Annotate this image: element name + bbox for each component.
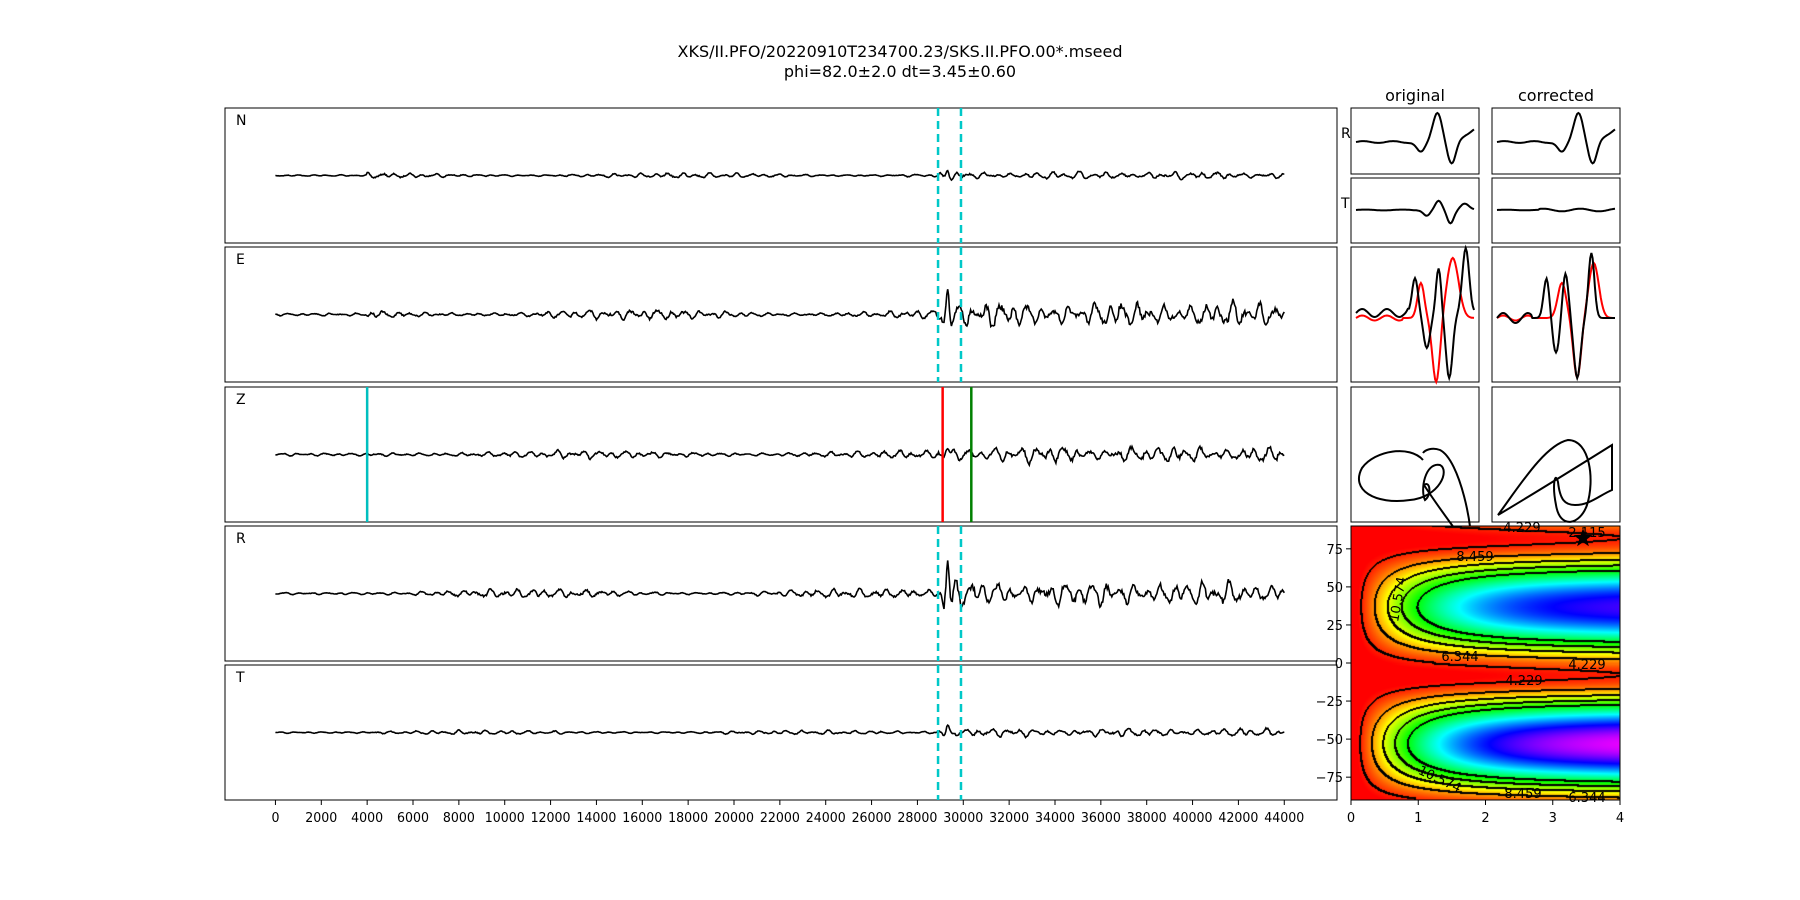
heatmap-x-tick-label: 1 (1414, 811, 1422, 826)
original-transverse-window (1355, 244, 1475, 382)
x-tick-label: 14000 (576, 811, 616, 826)
corrected-radial-window (1496, 261, 1615, 381)
heatmap-x-tick-label: 3 (1549, 811, 1557, 826)
contour-label: 10.574 (1387, 576, 1410, 623)
panel-z-frame (224, 386, 1338, 523)
original-column-title: original (1385, 86, 1445, 105)
original-t-window (1355, 199, 1475, 225)
heatmap-frame (1350, 525, 1621, 801)
x-tick-label: 22000 (760, 811, 800, 826)
panel-label-e: E (236, 252, 245, 268)
particle-motion-corrected (1497, 438, 1613, 523)
panel-label-r: R (236, 531, 246, 547)
seismogram-z (275, 444, 1285, 468)
heatmap-y-tick-label: 50 (1326, 581, 1343, 596)
small-panel-frame (1491, 107, 1621, 175)
figure-title: XKS/II.PFO/20220910T234700.23/SKS.II.PFO… (678, 42, 1123, 61)
x-tick-label: 18000 (668, 811, 708, 826)
small-panel-frame (1350, 177, 1480, 244)
seismogram-e (275, 289, 1285, 329)
x-tick-label: 10000 (485, 811, 525, 826)
x-tick-label: 8000 (443, 811, 475, 826)
heatmap-y-tick-label: −25 (1316, 695, 1343, 710)
x-tick-label: 30000 (943, 811, 983, 826)
figure-subtitle: phi=82.0±2.0 dt=3.45±0.60 (784, 62, 1016, 81)
x-tick-label: 4000 (351, 811, 383, 826)
heatmap-y-tick-label: 25 (1326, 619, 1343, 634)
x-tick-label: 20000 (714, 811, 754, 826)
heatmap-y-tick-label: −75 (1316, 771, 1343, 786)
x-tick-label: 24000 (806, 811, 846, 826)
x-tick-label: 38000 (1127, 811, 1167, 826)
heatmap-x-tick-label: 2 (1481, 811, 1489, 826)
splitting-grid-heatmap (1351, 526, 1620, 800)
small-panel-frame (1491, 386, 1621, 523)
small-panel-frame (1350, 386, 1480, 523)
panel-n-frame (224, 107, 1338, 244)
contour-label: 6.344 (1441, 650, 1478, 665)
contour-label: 4.229 (1568, 658, 1605, 673)
small-panel-frame (1491, 177, 1621, 244)
original-r-window (1355, 111, 1475, 165)
x-tick-label: 42000 (1218, 811, 1258, 826)
heatmap-y-tick-label: 75 (1326, 543, 1343, 558)
best-fit-star-marker (1573, 528, 1593, 547)
heatmap-y-tick-label: 0 (1335, 657, 1343, 672)
panel-label-z: Z (236, 392, 246, 408)
contour-label: 6.344 (1568, 791, 1605, 806)
panel-e-frame (224, 246, 1338, 383)
x-tick-label: 34000 (1035, 811, 1075, 826)
seismogram-t (275, 724, 1285, 739)
heatmap-x-tick-label: 0 (1347, 811, 1355, 826)
small-panel-frame (1350, 107, 1480, 175)
seismogram-n (275, 169, 1285, 182)
contour-label: 4.229 (1503, 521, 1540, 536)
x-tick-label: 44000 (1264, 811, 1304, 826)
corrected-transverse-window (1496, 252, 1615, 382)
contour-label: 8.459 (1456, 550, 1493, 565)
x-tick-label: 0 (271, 811, 279, 826)
x-tick-label: 36000 (1081, 811, 1121, 826)
panel-r-frame (224, 525, 1338, 662)
x-tick-label: 26000 (852, 811, 892, 826)
small-panel-frame (1491, 246, 1621, 383)
original-radial-window (1355, 256, 1475, 385)
corrected-t-window (1496, 207, 1616, 213)
x-tick-label: 2000 (305, 811, 337, 826)
x-tick-label: 16000 (622, 811, 662, 826)
heatmap-y-tick-label: −50 (1316, 733, 1343, 748)
x-tick-label: 32000 (989, 811, 1029, 826)
x-tick-label: 28000 (897, 811, 937, 826)
x-tick-label: 40000 (1173, 811, 1213, 826)
corrected-column-title: corrected (1518, 86, 1594, 105)
small-row-label-r: R (1341, 126, 1351, 142)
contour-label: 4.229 (1505, 674, 1542, 689)
corrected-r-window (1496, 111, 1616, 165)
heatmap-x-tick-label: 4 (1616, 811, 1624, 826)
panel-label-n: N (236, 113, 246, 129)
seismogram-r (275, 560, 1285, 610)
contour-label: 8.459 (1504, 787, 1541, 802)
x-tick-label: 6000 (397, 811, 429, 826)
x-tick-label: 12000 (531, 811, 571, 826)
contour-label: 10.574 (1416, 763, 1464, 796)
panel-t-frame (224, 664, 1338, 801)
small-row-label-t: T (1340, 196, 1350, 212)
panel-label-t: T (235, 670, 245, 686)
particle-motion-original (1358, 447, 1473, 555)
small-panel-frame (1350, 246, 1480, 383)
